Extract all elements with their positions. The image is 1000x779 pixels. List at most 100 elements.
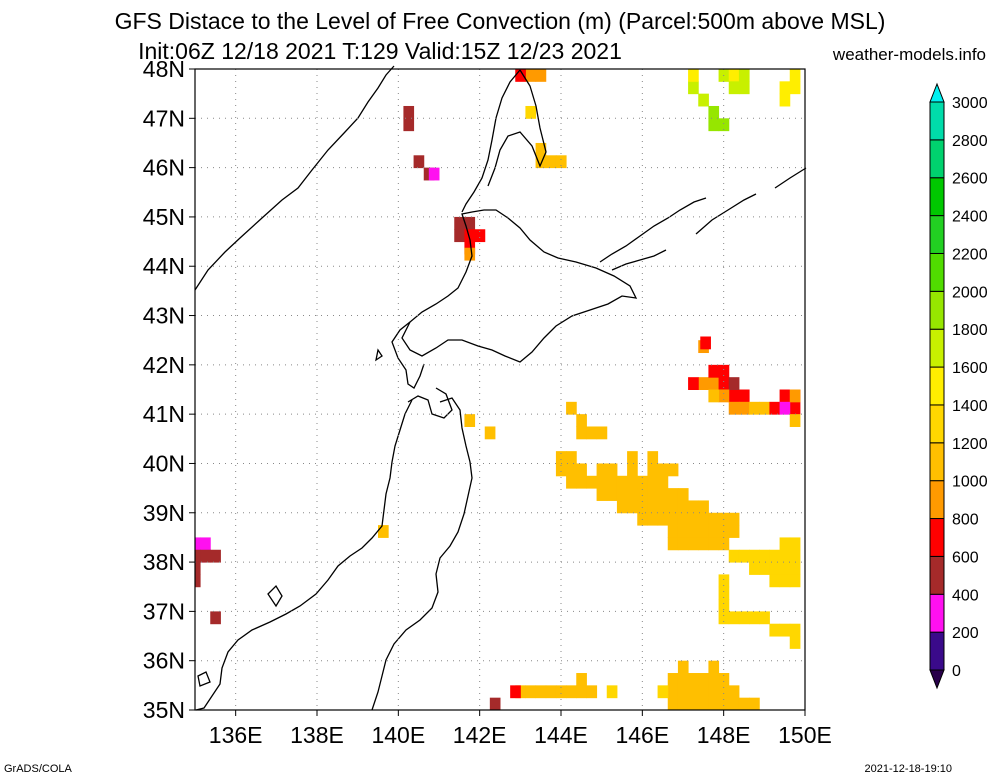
coast-hokkaido [401,209,638,363]
field-cell [200,537,211,551]
field-cell [647,451,659,464]
y-tick-label: 41N [143,401,185,427]
field-cell [779,574,791,588]
colorbar-label: 1400 [952,398,988,415]
field-cell [698,537,709,551]
field-cell [627,488,638,501]
coast-hokkaido-southwest [391,321,425,389]
field-cell [688,685,699,699]
field-cell [688,525,699,538]
field-cell [667,463,679,477]
y-tick-label: 38N [143,549,185,575]
field-cell [779,537,791,551]
field-cell [789,549,801,563]
field-cell [789,389,801,403]
field-cell [708,377,720,390]
colorbar-label: 1200 [952,436,988,453]
field-cell [657,475,669,489]
field-cell [789,562,801,575]
field-cell [657,512,669,526]
field-cell [596,426,608,440]
coast-honshu-east [371,397,473,711]
field-cell [718,685,730,699]
x-tick-label: 146E [615,722,669,748]
field-cell [688,69,699,82]
colorbar-swatch [929,631,945,671]
field-cell [515,69,526,82]
field-cell [718,574,730,588]
field-cell [647,488,659,501]
field-cell [647,500,659,514]
colorbar-swatch [929,555,945,595]
field-cell [708,389,720,403]
field-cell [728,685,740,699]
field-cell [688,537,699,551]
field-cell [667,673,679,686]
field-cell [657,463,669,477]
field-cell [738,697,750,711]
y-axis-labels: 35N 36N 37N 38N 39N 40N 41N 42N 43N 44N 45N 46N 47N 4… [143,56,195,723]
field-cell [667,525,679,538]
field-cell [677,673,689,686]
field-cell [195,562,201,575]
field-cell [708,673,720,686]
field-cell [637,475,648,489]
coast-island-rebun [375,348,383,362]
field-cell [403,118,415,132]
colorbar-label: 2600 [952,171,988,188]
y-tick-label: 44N [143,253,185,279]
colorbar-swatch [929,480,945,520]
colorbar-swatch [929,290,945,330]
x-tick-label: 140E [371,722,425,748]
x-axis-labels: 136E 138E 140E 142E 144E 146E 148E 150E [209,710,832,748]
field-cell [718,364,730,378]
field-cell [789,69,801,82]
field-cell [789,623,801,637]
coast-kuril-4 [774,167,807,189]
field-cell [728,525,740,538]
y-tick-label: 36N [143,648,185,674]
field-cell [657,685,669,699]
field-cell [195,549,201,563]
field-cell [464,414,476,427]
field-cell [708,105,720,119]
field-cell [749,401,760,415]
coast-island-sado [267,584,283,608]
field-cell [677,697,689,711]
coast-sakhalin-west [461,69,521,213]
y-tick-label: 42N [143,352,185,378]
field-cell [596,463,608,477]
field-cell [535,685,547,699]
field-cell [749,549,760,563]
field-cell [728,549,740,563]
y-tick-label: 48N [143,56,185,82]
field-cell [535,142,547,156]
field-cell [688,512,699,526]
field-cell [195,574,201,588]
x-tick-label: 150E [778,722,832,748]
field-cell [708,512,720,526]
coast-tsugaru [407,387,453,419]
colorbar-swatch [929,215,945,254]
field-cell [677,512,689,526]
y-tick-label: 43N [143,303,185,329]
field-cell [566,463,577,477]
field-cell [677,660,689,674]
colorbar-label: 2200 [952,246,988,263]
field-cell [738,81,750,95]
field-cell [779,93,791,107]
coast-mainland-asia [194,65,395,291]
site-credit: weather-models.info [832,45,986,64]
field-cell [576,463,587,477]
coast-honshu [195,399,413,711]
field-cell [677,525,689,538]
field-cell [667,488,679,501]
field-cell [555,685,567,699]
field-cell [718,389,730,403]
field-cell [566,475,577,489]
field-cell [616,475,628,489]
field-cell [769,623,781,637]
field-cell [627,451,638,464]
field-cell [718,697,730,711]
field-cell [677,488,689,501]
